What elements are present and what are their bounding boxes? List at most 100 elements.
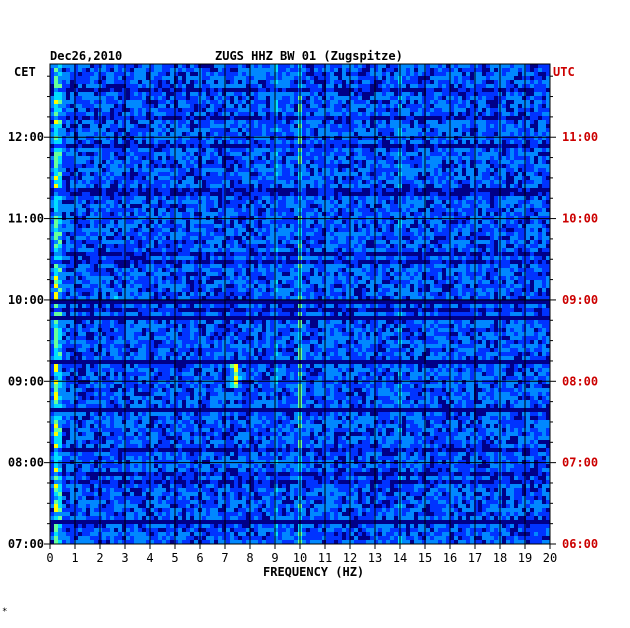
spectrogram-cell [402, 68, 406, 72]
spectrogram-cell [154, 204, 158, 208]
spectrogram-cell [214, 104, 218, 108]
spectrogram-cell [286, 160, 290, 164]
spectrogram-cell [194, 148, 198, 152]
spectrogram-cell [510, 196, 514, 200]
spectrogram-cell [162, 240, 166, 244]
spectrogram-cell [90, 184, 94, 188]
spectrogram-cell [162, 220, 166, 224]
spectrogram-cell [218, 256, 222, 260]
spectrogram-cell [194, 80, 198, 84]
spectrogram-cell [422, 112, 426, 116]
spectrogram-cell [290, 64, 294, 68]
spectrogram-cell [254, 216, 258, 220]
spectrogram-cell [78, 248, 82, 252]
spectrogram-cell [542, 260, 546, 264]
spectrogram-cell [430, 76, 434, 80]
spectrogram-cell [166, 128, 170, 132]
spectrogram-cell [234, 108, 238, 112]
spectrogram-cell [326, 248, 330, 252]
spectrogram-cell [70, 232, 74, 236]
spectrogram-cell [302, 244, 306, 248]
spectrogram-cell [246, 140, 250, 144]
spectrogram-cell [222, 132, 226, 136]
spectrogram-cell [410, 200, 414, 204]
spectrogram-cell [122, 184, 126, 188]
spectrogram-cell [162, 120, 166, 124]
spectrogram-cell [466, 104, 470, 108]
spectrogram-cell [294, 152, 298, 156]
spectrogram-cell [174, 216, 178, 220]
spectrogram-cell [434, 232, 438, 236]
spectrogram-cell [322, 216, 326, 220]
spectrogram-cell [318, 108, 322, 112]
spectrogram-cell [186, 192, 190, 196]
spectrogram-cell [122, 72, 126, 76]
spectrogram-cell [190, 264, 194, 268]
spectrogram-cell [358, 156, 362, 160]
spectrogram-cell [354, 260, 358, 264]
spectrogram-cell [270, 80, 274, 84]
spectrogram-cell [494, 172, 498, 176]
spectrogram-cell [446, 192, 450, 196]
spectrogram-cell [126, 104, 130, 108]
spectrogram-cell [294, 136, 298, 140]
spectrogram-cell [334, 204, 338, 208]
spectrogram-cell [146, 148, 150, 152]
spectrogram-cell [106, 112, 110, 116]
spectrogram-cell [246, 200, 250, 204]
spectrogram-cell [342, 248, 346, 252]
spectrogram-cell [326, 152, 330, 156]
spectrogram-cell [146, 256, 150, 260]
spectrogram-cell [182, 112, 186, 116]
spectrogram-cell [294, 156, 298, 160]
spectrogram-cell [466, 208, 470, 212]
spectrogram-cell [430, 124, 434, 128]
spectrogram-cell [438, 220, 442, 224]
spectrogram-cell [178, 64, 182, 68]
spectrogram-cell [282, 84, 286, 88]
spectrogram-cell [474, 256, 478, 260]
spectrogram-cell [258, 196, 262, 200]
spectrogram-cell [118, 168, 122, 172]
spectrogram-cell [150, 172, 154, 176]
spectrogram-cell [86, 92, 90, 96]
spectrogram-cell [430, 192, 434, 196]
spectrogram-cell [434, 224, 438, 228]
spectrogram-cell [390, 128, 394, 132]
spectrogram-cell [170, 76, 174, 80]
spectrogram-cell [114, 228, 118, 232]
spectrogram-cell [310, 184, 314, 188]
spectrogram-cell [338, 144, 342, 148]
spectrogram-cell [70, 220, 74, 224]
spectrogram-cell [302, 184, 306, 188]
spectrogram-cell [338, 112, 342, 116]
spectrogram-cell [350, 128, 354, 132]
spectrogram-cell [230, 240, 234, 244]
spectrogram-cell [470, 108, 474, 112]
spectrogram-cell [350, 208, 354, 212]
spectrogram-cell [330, 176, 334, 180]
spectrogram-cell [302, 120, 306, 124]
spectrogram-cell [226, 104, 230, 108]
spectrogram-cell [370, 164, 374, 168]
spectrogram-cell [194, 132, 198, 136]
spectrogram-cell [210, 232, 214, 236]
spectrogram-cell [234, 224, 238, 228]
spectrogram-cell [366, 212, 370, 216]
spectrogram-cell [390, 104, 394, 108]
spectrogram-cell [166, 68, 170, 72]
spectrogram-cell [222, 148, 226, 152]
spectrogram-cell [322, 264, 326, 268]
spectrogram-cell [290, 112, 294, 116]
spectrogram-cell [266, 268, 270, 272]
spectrogram-cell [526, 180, 530, 184]
spectrogram-cell [406, 104, 410, 108]
spectrogram-cell [318, 128, 322, 132]
spectrogram-cell [350, 188, 354, 192]
spectrogram-cell [290, 224, 294, 228]
spectrogram-cell [378, 84, 382, 88]
spectrogram-cell [74, 76, 78, 80]
spectrogram-cell [422, 200, 426, 204]
spectrogram-cell [366, 84, 370, 88]
spectrogram-cell [410, 72, 414, 76]
